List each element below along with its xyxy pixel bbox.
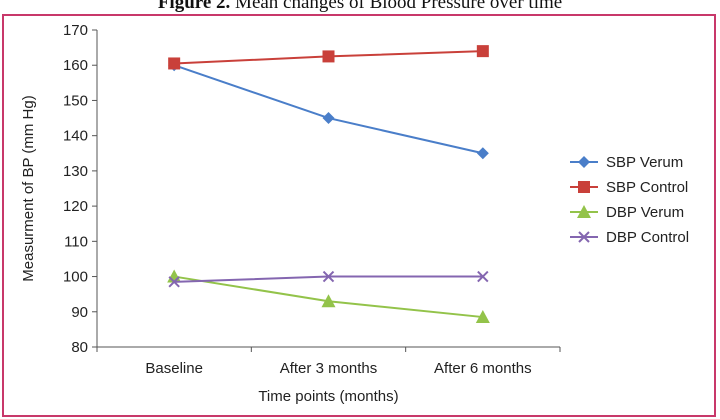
legend-label: DBP Control	[606, 229, 689, 246]
x-axis: Baseline After 3 months After 6 months	[96, 346, 561, 377]
y-tick-label: 140	[63, 128, 88, 145]
data-point-dbp-control	[477, 270, 489, 283]
y-tick-label: 170	[63, 22, 88, 39]
y-tick-label: 100	[63, 269, 88, 286]
data-point-sbp-verum	[322, 112, 335, 125]
y-tick-label: 90	[71, 304, 88, 321]
figure-frame	[2, 14, 716, 417]
legend-marker	[578, 231, 590, 243]
legend-item-dbp-control: DBP Control	[570, 229, 689, 246]
y-tick-label: 160	[63, 57, 88, 74]
legend-item-sbp-control: SBP Control	[570, 179, 688, 196]
data-point-sbp-control	[476, 45, 489, 58]
data-point-dbp-control	[322, 270, 335, 283]
y-tick-label: 130	[63, 163, 88, 180]
y-tick-label: 150	[63, 92, 88, 109]
data-point-sbp-control	[168, 57, 181, 70]
series-lines	[167, 45, 490, 324]
y-axis-label: Measurment of BP (mm Hg)	[20, 95, 37, 281]
legend: SBP Verum SBP Control DBP Verum DBP Control	[570, 154, 689, 246]
legend-marker	[578, 181, 590, 193]
figure-label: Figure 2.	[157, 0, 231, 13]
legend-marker	[577, 205, 591, 218]
data-point-dbp-control	[168, 276, 180, 288]
y-tick-label: 110	[64, 233, 88, 250]
data-point-sbp-control	[322, 50, 335, 63]
data-point-sbp-verum	[476, 147, 489, 160]
y-tick-label: 80	[71, 339, 88, 356]
x-tick-label: After 3 months	[280, 360, 378, 377]
x-tick-label: Baseline	[145, 360, 203, 377]
legend-item-dbp-verum: DBP Verum	[570, 204, 684, 221]
x-tick-label: After 6 months	[434, 360, 532, 377]
x-axis-label: Time points (months)	[258, 388, 398, 405]
legend-label: SBP Control	[606, 179, 688, 196]
y-axis: 80 90 100 110 120 130 140 150 160 170	[63, 22, 98, 356]
figure-caption: Mean changes of Blood Pressure over time	[235, 0, 563, 13]
y-tick-label: 120	[63, 198, 88, 215]
legend-item-sbp-verum: SBP Verum	[570, 154, 683, 171]
series-line-sbp-verum	[173, 64, 484, 155]
legend-label: DBP Verum	[606, 204, 684, 221]
legend-label: SBP Verum	[606, 154, 683, 171]
data-point-dbp-verum	[475, 310, 490, 324]
figure-title: Figure 2. Mean changes of Blood Pressure…	[0, 0, 720, 14]
legend-marker	[578, 156, 590, 168]
data-point-dbp-verum	[321, 294, 336, 308]
